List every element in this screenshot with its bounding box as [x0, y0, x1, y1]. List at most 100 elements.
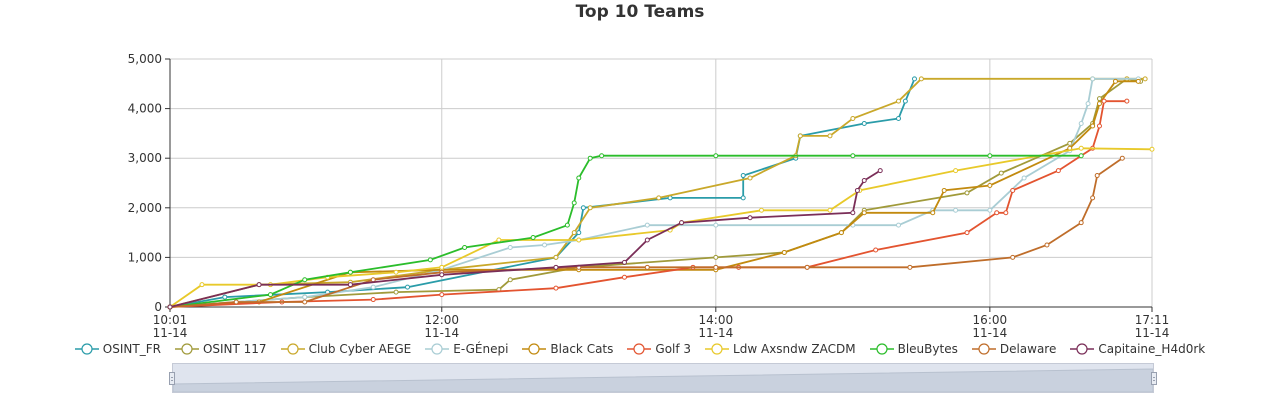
- data-point[interactable]: [644, 222, 650, 228]
- data-point[interactable]: [1096, 123, 1102, 129]
- data-point[interactable]: [877, 168, 883, 174]
- legend-item[interactable]: E-GÉnepi: [425, 342, 508, 356]
- data-point[interactable]: [644, 237, 650, 243]
- data-point[interactable]: [953, 207, 959, 213]
- data-point[interactable]: [507, 244, 513, 250]
- data-point[interactable]: [580, 205, 586, 211]
- data-point[interactable]: [1090, 195, 1096, 201]
- legend-item[interactable]: Ldw Axsndw ZACDM: [705, 342, 856, 356]
- data-point[interactable]: [1090, 76, 1096, 82]
- data-point[interactable]: [1090, 123, 1096, 129]
- data-point[interactable]: [1078, 120, 1084, 126]
- data-point[interactable]: [370, 284, 376, 290]
- data-point[interactable]: [564, 222, 570, 228]
- data-point[interactable]: [953, 168, 959, 174]
- data-point[interactable]: [1044, 242, 1050, 248]
- data-point[interactable]: [1078, 153, 1084, 159]
- data-point[interactable]: [576, 175, 582, 181]
- data-point[interactable]: [918, 76, 924, 82]
- data-point[interactable]: [507, 277, 513, 283]
- data-point[interactable]: [797, 133, 803, 139]
- data-point[interactable]: [1055, 168, 1061, 174]
- data-point[interactable]: [462, 244, 468, 250]
- data-point[interactable]: [599, 153, 605, 159]
- series-bleubytes[interactable]: [167, 153, 1084, 310]
- data-point[interactable]: [370, 277, 376, 283]
- data-point[interactable]: [553, 254, 559, 260]
- legend-item[interactable]: BleuBytes: [869, 342, 958, 356]
- data-point[interactable]: [1135, 78, 1141, 84]
- series-e-g-nepi[interactable]: [167, 76, 1141, 310]
- data-point[interactable]: [838, 230, 844, 236]
- zoom-handle-left[interactable]: [169, 372, 175, 385]
- data-point[interactable]: [553, 285, 559, 291]
- legend-item[interactable]: Club Cyber AEGE: [280, 342, 411, 356]
- data-point[interactable]: [1010, 187, 1016, 193]
- data-point[interactable]: [740, 195, 746, 201]
- data-point[interactable]: [347, 269, 353, 275]
- data-point[interactable]: [861, 210, 867, 216]
- data-point[interactable]: [713, 264, 719, 270]
- data-point[interactable]: [902, 98, 908, 104]
- legend-item[interactable]: Capitaine_H4d0rk: [1070, 342, 1205, 356]
- data-point[interactable]: [911, 76, 917, 82]
- data-point[interactable]: [167, 304, 173, 310]
- series-osint-117[interactable]: [167, 76, 1144, 310]
- data-point[interactable]: [1119, 155, 1125, 161]
- data-point[interactable]: [393, 269, 399, 275]
- zoom-handle-right[interactable]: [1151, 372, 1157, 385]
- data-point[interactable]: [439, 292, 445, 298]
- data-point[interactable]: [267, 292, 273, 298]
- data-point[interactable]: [1078, 220, 1084, 226]
- legend-item[interactable]: OSINT_FR: [74, 342, 161, 356]
- data-point[interactable]: [405, 284, 411, 290]
- data-point[interactable]: [907, 264, 913, 270]
- data-point[interactable]: [758, 207, 764, 213]
- legend-item[interactable]: Black Cats: [522, 342, 613, 356]
- data-point[interactable]: [256, 282, 262, 288]
- zoom-slider[interactable]: [169, 363, 1157, 393]
- data-point[interactable]: [896, 222, 902, 228]
- data-point[interactable]: [1112, 78, 1118, 84]
- data-point[interactable]: [576, 230, 582, 236]
- data-point[interactable]: [987, 182, 993, 188]
- data-point[interactable]: [587, 205, 593, 211]
- data-point[interactable]: [302, 294, 308, 300]
- data-point[interactable]: [621, 274, 627, 280]
- data-point[interactable]: [941, 187, 947, 193]
- data-point[interactable]: [850, 153, 856, 159]
- data-point[interactable]: [964, 190, 970, 196]
- legend-item[interactable]: Delaware: [971, 342, 1056, 356]
- data-point[interactable]: [621, 259, 627, 265]
- data-point[interactable]: [576, 237, 582, 243]
- data-point[interactable]: [850, 116, 856, 122]
- data-point[interactable]: [964, 230, 970, 236]
- data-point[interactable]: [994, 210, 1000, 216]
- data-point[interactable]: [740, 173, 746, 179]
- data-point[interactable]: [571, 200, 577, 206]
- data-point[interactable]: [1096, 101, 1102, 107]
- data-point[interactable]: [393, 289, 399, 295]
- data-point[interactable]: [1067, 140, 1073, 146]
- data-point[interactable]: [1096, 96, 1102, 102]
- data-point[interactable]: [427, 257, 433, 263]
- data-point[interactable]: [347, 282, 353, 288]
- data-point[interactable]: [713, 222, 719, 228]
- data-point[interactable]: [553, 264, 559, 270]
- data-point[interactable]: [987, 207, 993, 213]
- series-club-cyber-aege[interactable]: [167, 76, 1148, 310]
- data-point[interactable]: [747, 175, 753, 181]
- data-point[interactable]: [854, 187, 860, 193]
- legend-item[interactable]: Golf 3: [627, 342, 691, 356]
- data-point[interactable]: [1003, 210, 1009, 216]
- data-point[interactable]: [873, 247, 879, 253]
- series-golf-3[interactable]: [167, 98, 1130, 310]
- series-capitaine-h4d0rk[interactable]: [167, 168, 883, 310]
- data-point[interactable]: [222, 294, 228, 300]
- data-point[interactable]: [713, 153, 719, 159]
- data-point[interactable]: [587, 155, 593, 161]
- data-point[interactable]: [1010, 254, 1016, 260]
- data-point[interactable]: [656, 195, 662, 201]
- data-point[interactable]: [1124, 98, 1130, 104]
- data-point[interactable]: [713, 254, 719, 260]
